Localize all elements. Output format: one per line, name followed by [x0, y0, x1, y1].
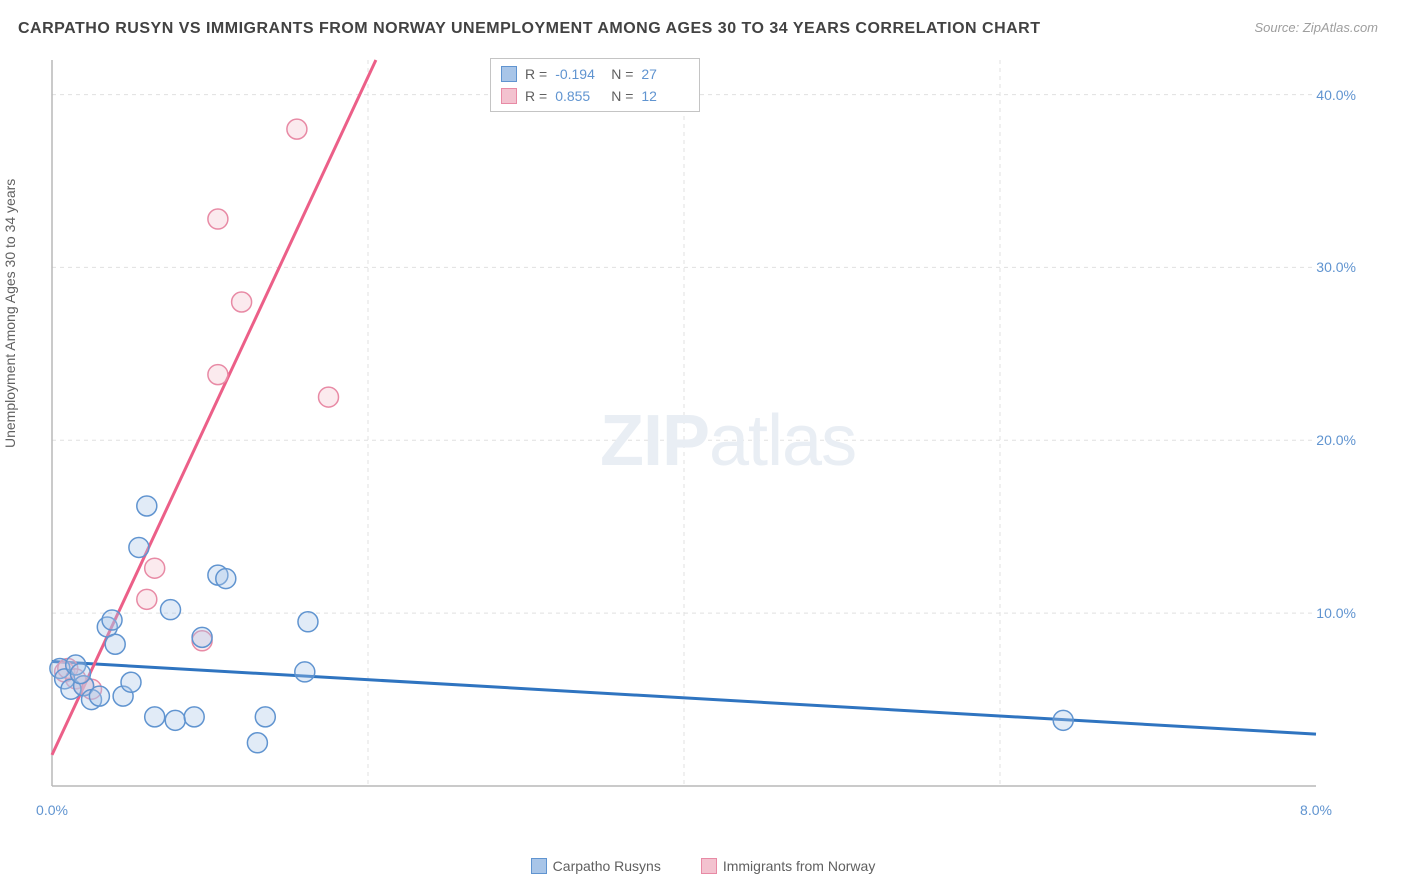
legend-item-a: Carpatho Rusyns: [531, 858, 661, 874]
scatter-plot: [48, 50, 1364, 822]
swatch-series-a: [531, 858, 547, 874]
source-attribution: Source: ZipAtlas.com: [1254, 20, 1378, 35]
stats-row-series-b: R =0.855 N =12: [501, 85, 689, 107]
swatch-series-b: [501, 88, 517, 104]
correlation-stats-box: R =-0.194 N =27 R =0.855 N =12: [490, 58, 700, 112]
y-tick-label: 40.0%: [1316, 87, 1356, 103]
y-tick-label: 30.0%: [1316, 259, 1356, 275]
legend: Carpatho Rusyns Immigrants from Norway: [0, 858, 1406, 874]
chart-title: CARPATHO RUSYN VS IMMIGRANTS FROM NORWAY…: [18, 20, 1041, 38]
stats-row-series-a: R =-0.194 N =27: [501, 63, 689, 85]
y-tick-label: 20.0%: [1316, 432, 1356, 448]
chart-area: 10.0%20.0%30.0%40.0% 0.0%8.0%: [48, 50, 1364, 822]
legend-label: Carpatho Rusyns: [553, 858, 661, 874]
legend-item-b: Immigrants from Norway: [701, 858, 875, 874]
x-tick-label: 0.0%: [36, 802, 68, 818]
y-axis-label: Unemployment Among Ages 30 to 34 years: [2, 179, 18, 448]
legend-label: Immigrants from Norway: [723, 858, 875, 874]
x-tick-label: 8.0%: [1300, 802, 1332, 818]
swatch-series-a: [501, 66, 517, 82]
swatch-series-b: [701, 858, 717, 874]
y-tick-label: 10.0%: [1316, 605, 1356, 621]
